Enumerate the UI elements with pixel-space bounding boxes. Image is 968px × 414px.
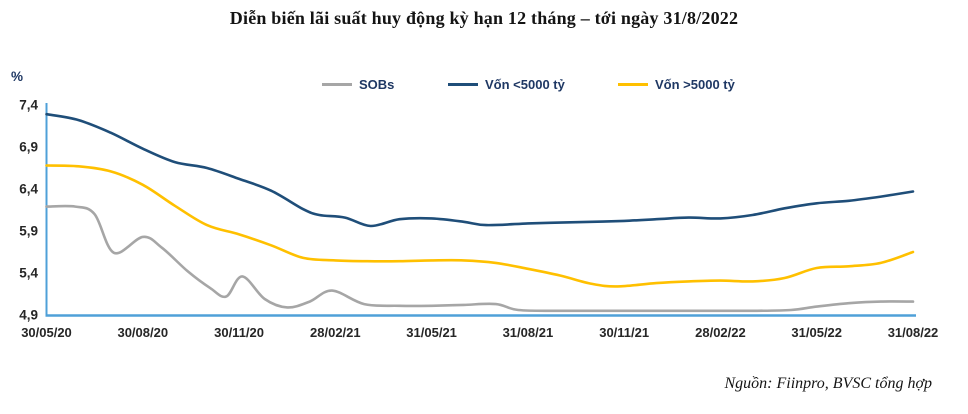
x-tick-label: 30/08/20 (117, 325, 168, 340)
y-tick-label: 5,4 (19, 266, 38, 281)
legend-label-large-banks: Vốn >5000 tỷ (655, 76, 735, 92)
legend-item-sobs: SOBs (322, 76, 394, 92)
legend-item-small-banks: Vốn <5000 tỷ (448, 76, 565, 92)
x-tick-label: 30/11/20 (214, 325, 264, 340)
legend-label-sobs: SOBs (359, 76, 395, 92)
y-tick-label: 6,9 (19, 140, 38, 155)
y-axis-unit-label: % (11, 69, 23, 84)
x-tick-label: 30/05/20 (21, 325, 72, 340)
y-tick-label: 5,9 (19, 224, 38, 239)
legend-swatch-sobs (322, 82, 352, 86)
legend-swatch-large-banks (618, 82, 648, 86)
source-note: Nguồn: Fiinpro, BVSC tổng hợp (724, 375, 933, 392)
y-tick-label: 4,9 (19, 308, 38, 323)
chart-title: Diễn biến lãi suất huy động kỳ hạn 12 th… (229, 8, 739, 28)
series-line-sobs (45, 204, 915, 313)
y-tick-label: 7,4 (19, 98, 38, 113)
legend-label-small-banks: Vốn <5000 tỷ (485, 76, 565, 92)
legend-swatch-small-banks (448, 82, 478, 86)
x-tick-label: 31/08/22 (888, 325, 939, 340)
x-tick-label: 28/02/21 (310, 325, 361, 340)
x-tick-label: 28/02/22 (695, 325, 746, 340)
x-tick-label: 30/11/21 (599, 325, 649, 340)
legend-item-large-banks: Vốn >5000 tỷ (618, 76, 735, 92)
series-line-von-gt-5000-ty (45, 164, 915, 288)
x-tick-label: 31/08/21 (503, 325, 554, 340)
x-tick-label: 31/05/22 (791, 325, 842, 340)
series-line-von-lt-5000-ty (45, 112, 915, 228)
y-tick-label: 6,4 (19, 182, 38, 197)
x-tick-label: 31/05/21 (406, 325, 457, 340)
